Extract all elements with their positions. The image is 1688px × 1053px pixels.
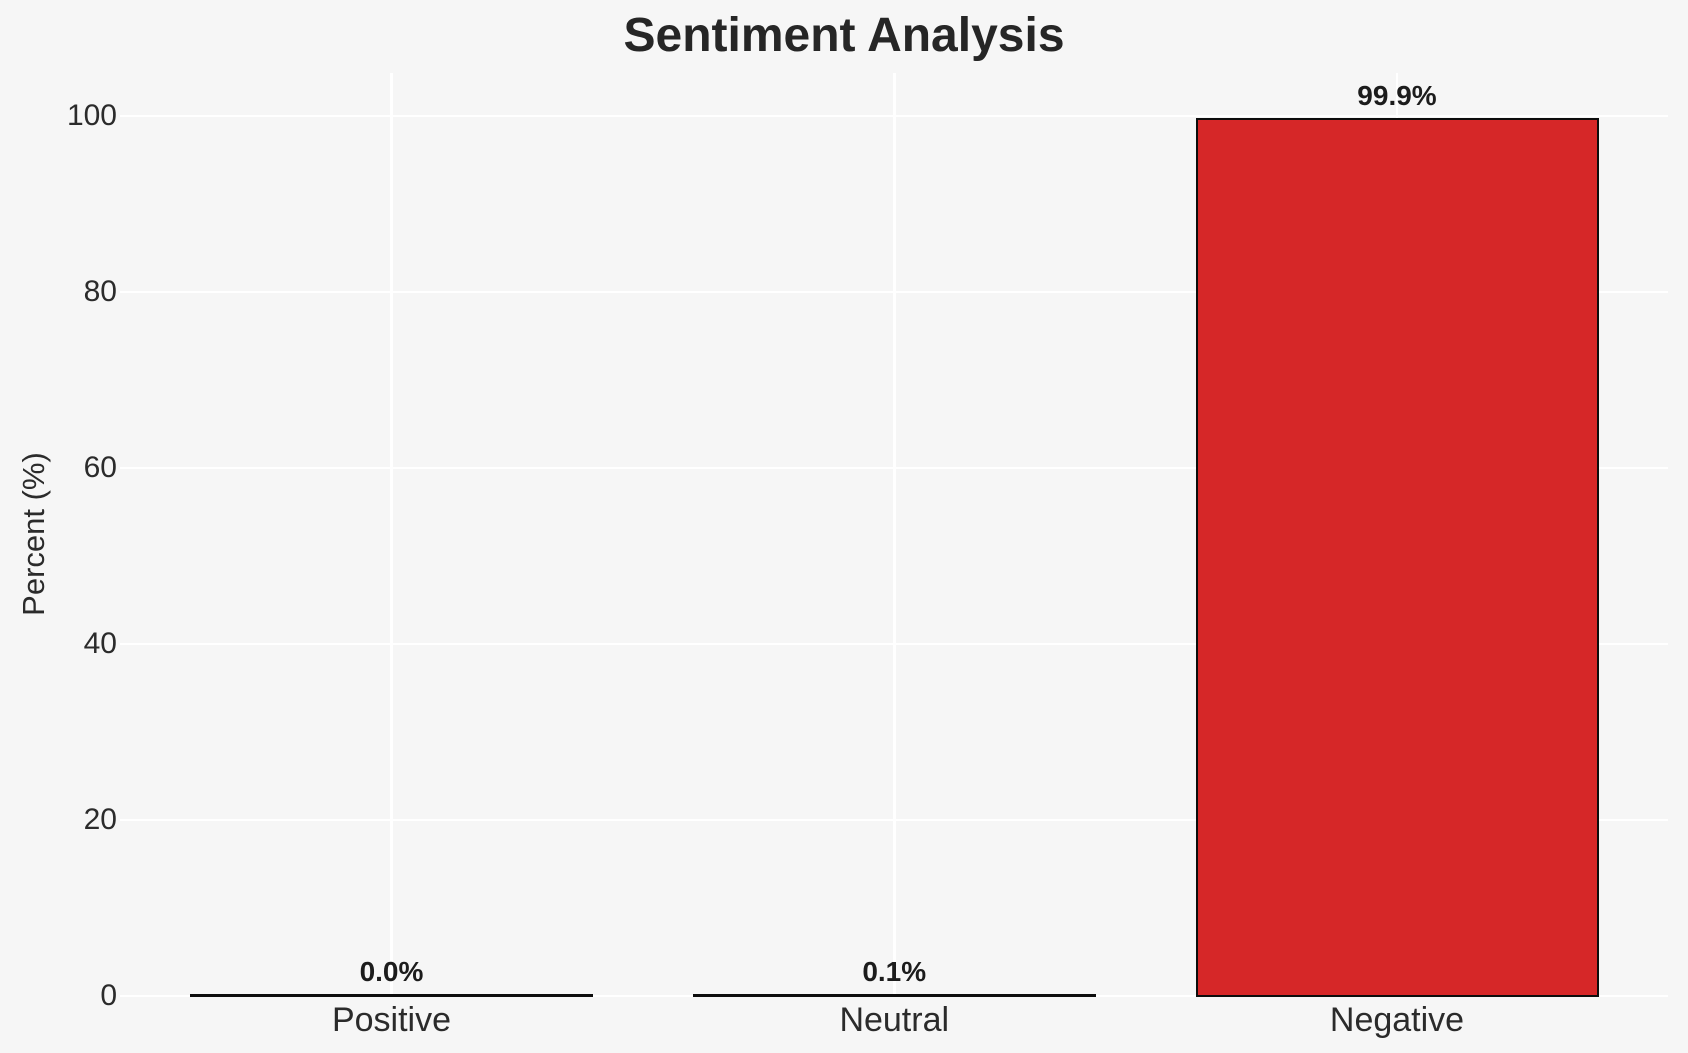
bar-negative: [1195, 117, 1599, 997]
bar-value-label-neutral: 0.1%: [862, 956, 927, 987]
x-tick-label-neutral: Neutral: [839, 1001, 950, 1039]
bar-positive: [190, 994, 593, 997]
bar-value-label-positive: 0.0%: [359, 956, 424, 987]
y-tick-label-40: 40: [83, 627, 117, 660]
y-tick-label-20: 20: [83, 803, 117, 836]
bar-value-label-negative: 99.9%: [1357, 79, 1437, 111]
y-tick-label-100: 100: [66, 99, 117, 132]
x-tick-label-negative: Negative: [1329, 1001, 1465, 1039]
y-tick-label-0: 0: [100, 979, 117, 1012]
y-tick-label-60: 60: [83, 451, 117, 484]
v-gridline-neutral: [893, 73, 896, 996]
v-gridline-positive: [390, 73, 393, 996]
x-tick-label-positive: Positive: [331, 1001, 452, 1039]
chart-title: Sentiment Analysis: [623, 9, 1065, 62]
bar-neutral: [692, 994, 1096, 997]
y-tick-label-80: 80: [83, 275, 117, 308]
